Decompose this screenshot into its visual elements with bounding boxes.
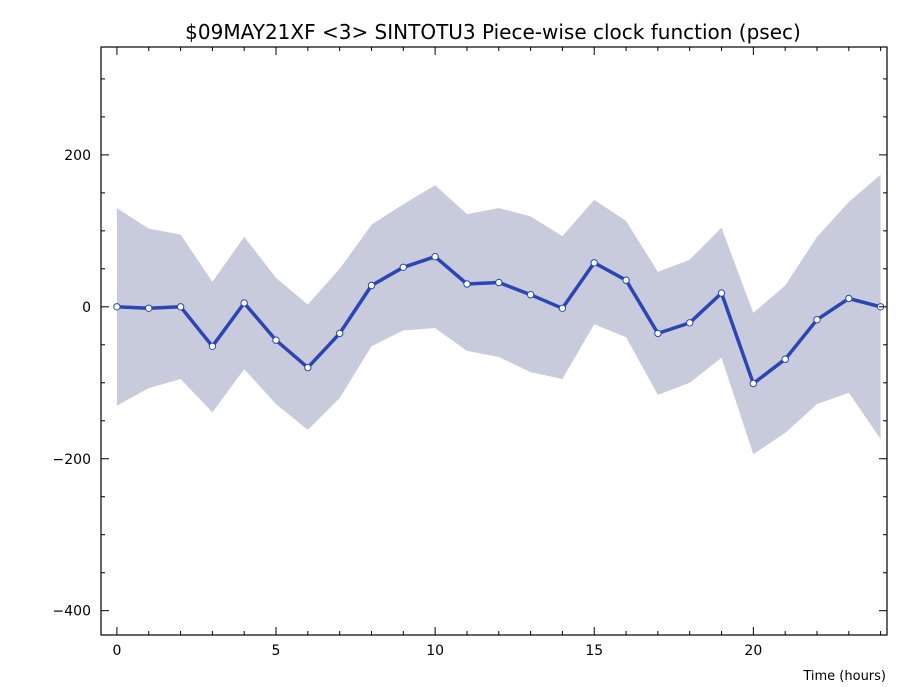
data-point	[113, 303, 121, 311]
x-tick-label: 5	[272, 643, 281, 659]
plot-frame	[100, 46, 888, 636]
data-point	[781, 355, 789, 363]
data-point	[240, 299, 248, 307]
y-tick-label: 0	[82, 300, 91, 316]
data-point	[622, 276, 630, 284]
y-tick-label: −200	[53, 452, 91, 468]
data-point	[272, 336, 280, 344]
data-point	[176, 303, 185, 311]
data-point	[749, 379, 757, 388]
data-point	[145, 304, 153, 312]
y-tick-label: −400	[53, 604, 91, 620]
y-tick-label: 200	[64, 148, 91, 164]
data-point	[431, 253, 439, 261]
data-point	[208, 342, 217, 350]
data-point	[558, 304, 567, 312]
data-point	[367, 281, 376, 290]
uncertainty-band	[116, 174, 881, 455]
data-point	[590, 259, 598, 267]
data-point	[495, 278, 503, 287]
x-tick-label: 15	[585, 643, 603, 659]
data-point	[463, 280, 471, 288]
data-point	[526, 291, 535, 299]
data-point	[304, 363, 312, 372]
data-point	[336, 329, 344, 338]
x-tick-label: 0	[112, 643, 121, 659]
data-point	[654, 329, 662, 338]
data-point	[399, 263, 407, 271]
chart-title: $09MAY21XF <3> SINTOTU3 Piece-wise clock…	[185, 20, 801, 44]
data-point	[717, 289, 726, 297]
x-tick-label: 20	[744, 643, 762, 659]
data-point	[845, 294, 853, 303]
data-point	[813, 316, 821, 324]
data-point	[686, 319, 694, 327]
x-axis-label: Time (hours)	[802, 669, 886, 684]
x-tick-label: 10	[426, 643, 444, 659]
